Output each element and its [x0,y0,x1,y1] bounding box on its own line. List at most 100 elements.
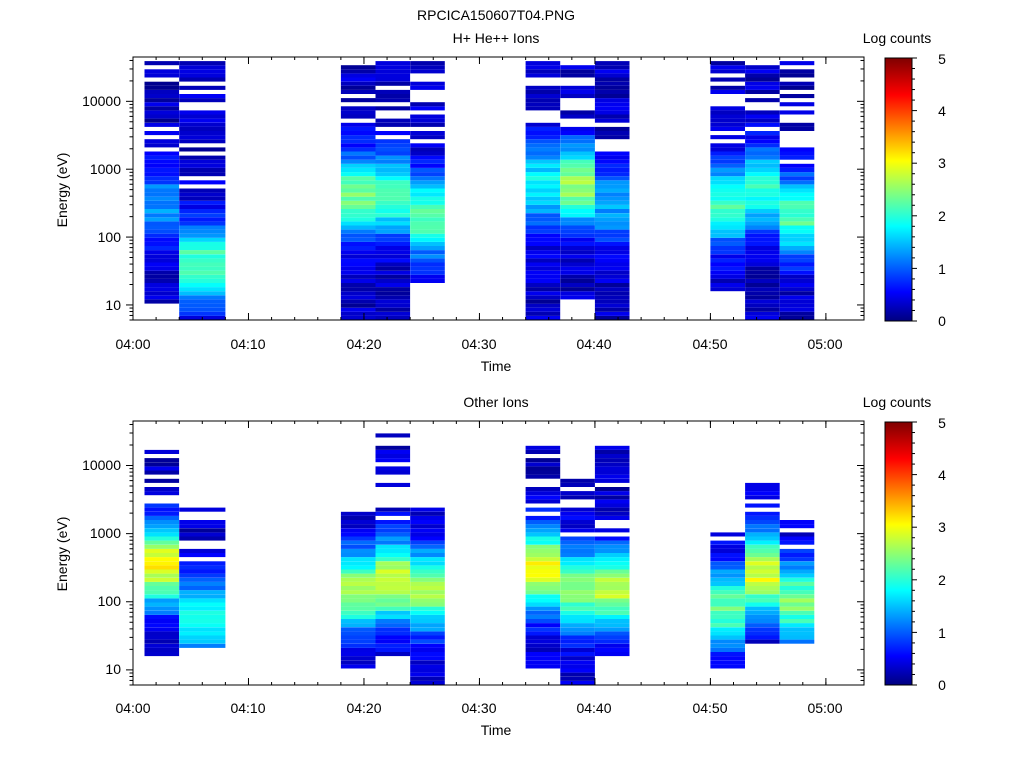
heatmap-cell [375,295,411,300]
heatmap-cell [340,652,376,657]
heatmap-cell [525,548,561,553]
heatmap-cell [710,573,745,578]
heatmap-cell [779,204,815,209]
heatmap-cell [375,291,411,296]
heatmap-cell [179,602,226,607]
heatmap-cell [410,598,445,603]
heatmap-cell [525,627,561,632]
heatmap-cell [779,246,815,251]
heatmap-cell [340,299,376,304]
heatmap-cell [745,159,780,164]
heatmap-cell [144,246,180,251]
heatmap-cell [594,65,630,70]
heatmap-cell [410,274,445,279]
heatmap-cell [340,536,376,541]
heatmap-cell [710,110,745,115]
heatmap-cell [594,544,630,549]
heatmap-cell [340,581,376,586]
heatmap-cell [525,139,561,144]
heatmap-cell [340,278,376,283]
heatmap-cell [340,602,376,607]
heatmap-cell [779,180,815,185]
heatmap-cell [410,614,445,619]
heatmap-cell [745,176,780,181]
heatmap-cell [179,254,226,259]
heatmap-cell [594,561,630,566]
heatmap-cell [594,540,630,545]
heatmap-cell [594,553,630,558]
heatmap-cell [144,532,180,537]
heatmap-cell [745,172,780,177]
heatmap-cell [745,209,780,214]
heatmap-cell [710,250,745,255]
heatmap-cell [745,278,780,283]
heatmap-cell [594,623,630,628]
heatmap-cell [375,241,411,246]
heatmap-cell [410,507,445,512]
heatmap-cell [779,69,815,74]
heatmap-cell [745,553,780,558]
heatmap-cell [179,598,226,603]
heatmap-cell [710,647,745,652]
heatmap-cell [779,291,815,296]
heatmap-cell [745,548,780,553]
heatmap-cell [144,590,180,595]
heatmap-cell [745,602,780,607]
heatmap-cell [525,155,561,160]
heatmap-cell [594,528,630,533]
heatmap-cell [340,635,376,640]
heatmap-cell [525,254,561,259]
heatmap-cell [525,258,561,263]
y-tick-label: 10000 [82,457,121,473]
heatmap-cell [594,225,630,230]
heatmap-cell [594,213,630,218]
heatmap-cell [525,569,561,574]
x-tick-label: 04:50 [692,336,727,352]
heatmap-cell [594,61,630,66]
heatmap-cell [340,139,376,144]
heatmap-cell [560,495,595,500]
heatmap-cell [710,639,745,644]
heatmap-cell [340,610,376,615]
heatmap-cell [560,295,595,300]
heatmap-cell [710,85,745,90]
heatmap-cell [340,532,376,537]
heatmap-cell [144,118,180,123]
heatmap-cell [525,94,561,99]
heatmap-cell [560,581,595,586]
heatmap-cell [710,283,745,288]
heatmap-cell [560,73,595,78]
heatmap-cell [745,110,780,115]
heatmap-cell [410,524,445,529]
heatmap-cell [525,553,561,558]
heatmap-cell [594,176,630,181]
heatmap-cell [144,188,180,193]
heatmap-cell [179,548,226,553]
heatmap-cell [525,652,561,657]
heatmap-cell [144,594,180,599]
heatmap-cell [779,573,815,578]
heatmap-cell [594,94,630,99]
heatmap-cell [525,229,561,234]
heatmap-cell [594,573,630,578]
heatmap-cell [710,278,745,283]
heatmap-cell [710,147,745,152]
colorbar-tick-label: 0 [938,677,946,693]
heatmap-cell [779,553,815,558]
heatmap-cell [525,270,561,275]
heatmap-cell [560,635,595,640]
heatmap-cell [179,307,226,312]
heatmap-cell [340,569,376,574]
heatmap-cell [144,491,180,496]
heatmap-cell [745,250,780,255]
heatmap-cell [410,196,445,201]
heatmap-cell [179,85,226,90]
heatmap-cell [179,283,226,288]
heatmap-cell [710,274,745,279]
heatmap-cell [525,180,561,185]
heatmap-cell [710,594,745,599]
heatmap-cell [144,581,180,586]
heatmap-cell [375,237,411,242]
heatmap-cell [410,180,445,185]
heatmap-cell [375,635,411,640]
